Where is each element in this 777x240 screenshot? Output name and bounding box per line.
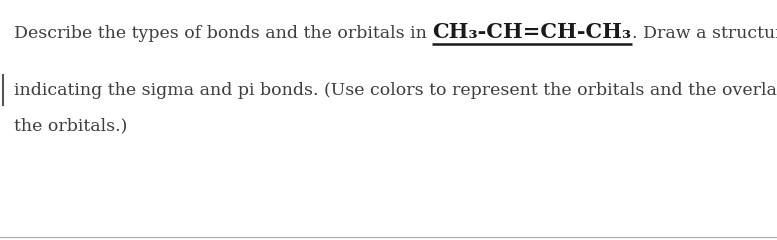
Text: CH₃-CH=CH-CH₃: CH₃-CH=CH-CH₃ bbox=[432, 22, 632, 42]
Text: Describe the types of bonds and the orbitals in: Describe the types of bonds and the orbi… bbox=[14, 25, 432, 42]
Text: indicating the sigma and pi bonds. (Use colors to represent the orbitals and the: indicating the sigma and pi bonds. (Use … bbox=[14, 82, 777, 99]
Text: . Draw a structure: . Draw a structure bbox=[632, 25, 777, 42]
Text: the orbitals.): the orbitals.) bbox=[14, 117, 127, 134]
